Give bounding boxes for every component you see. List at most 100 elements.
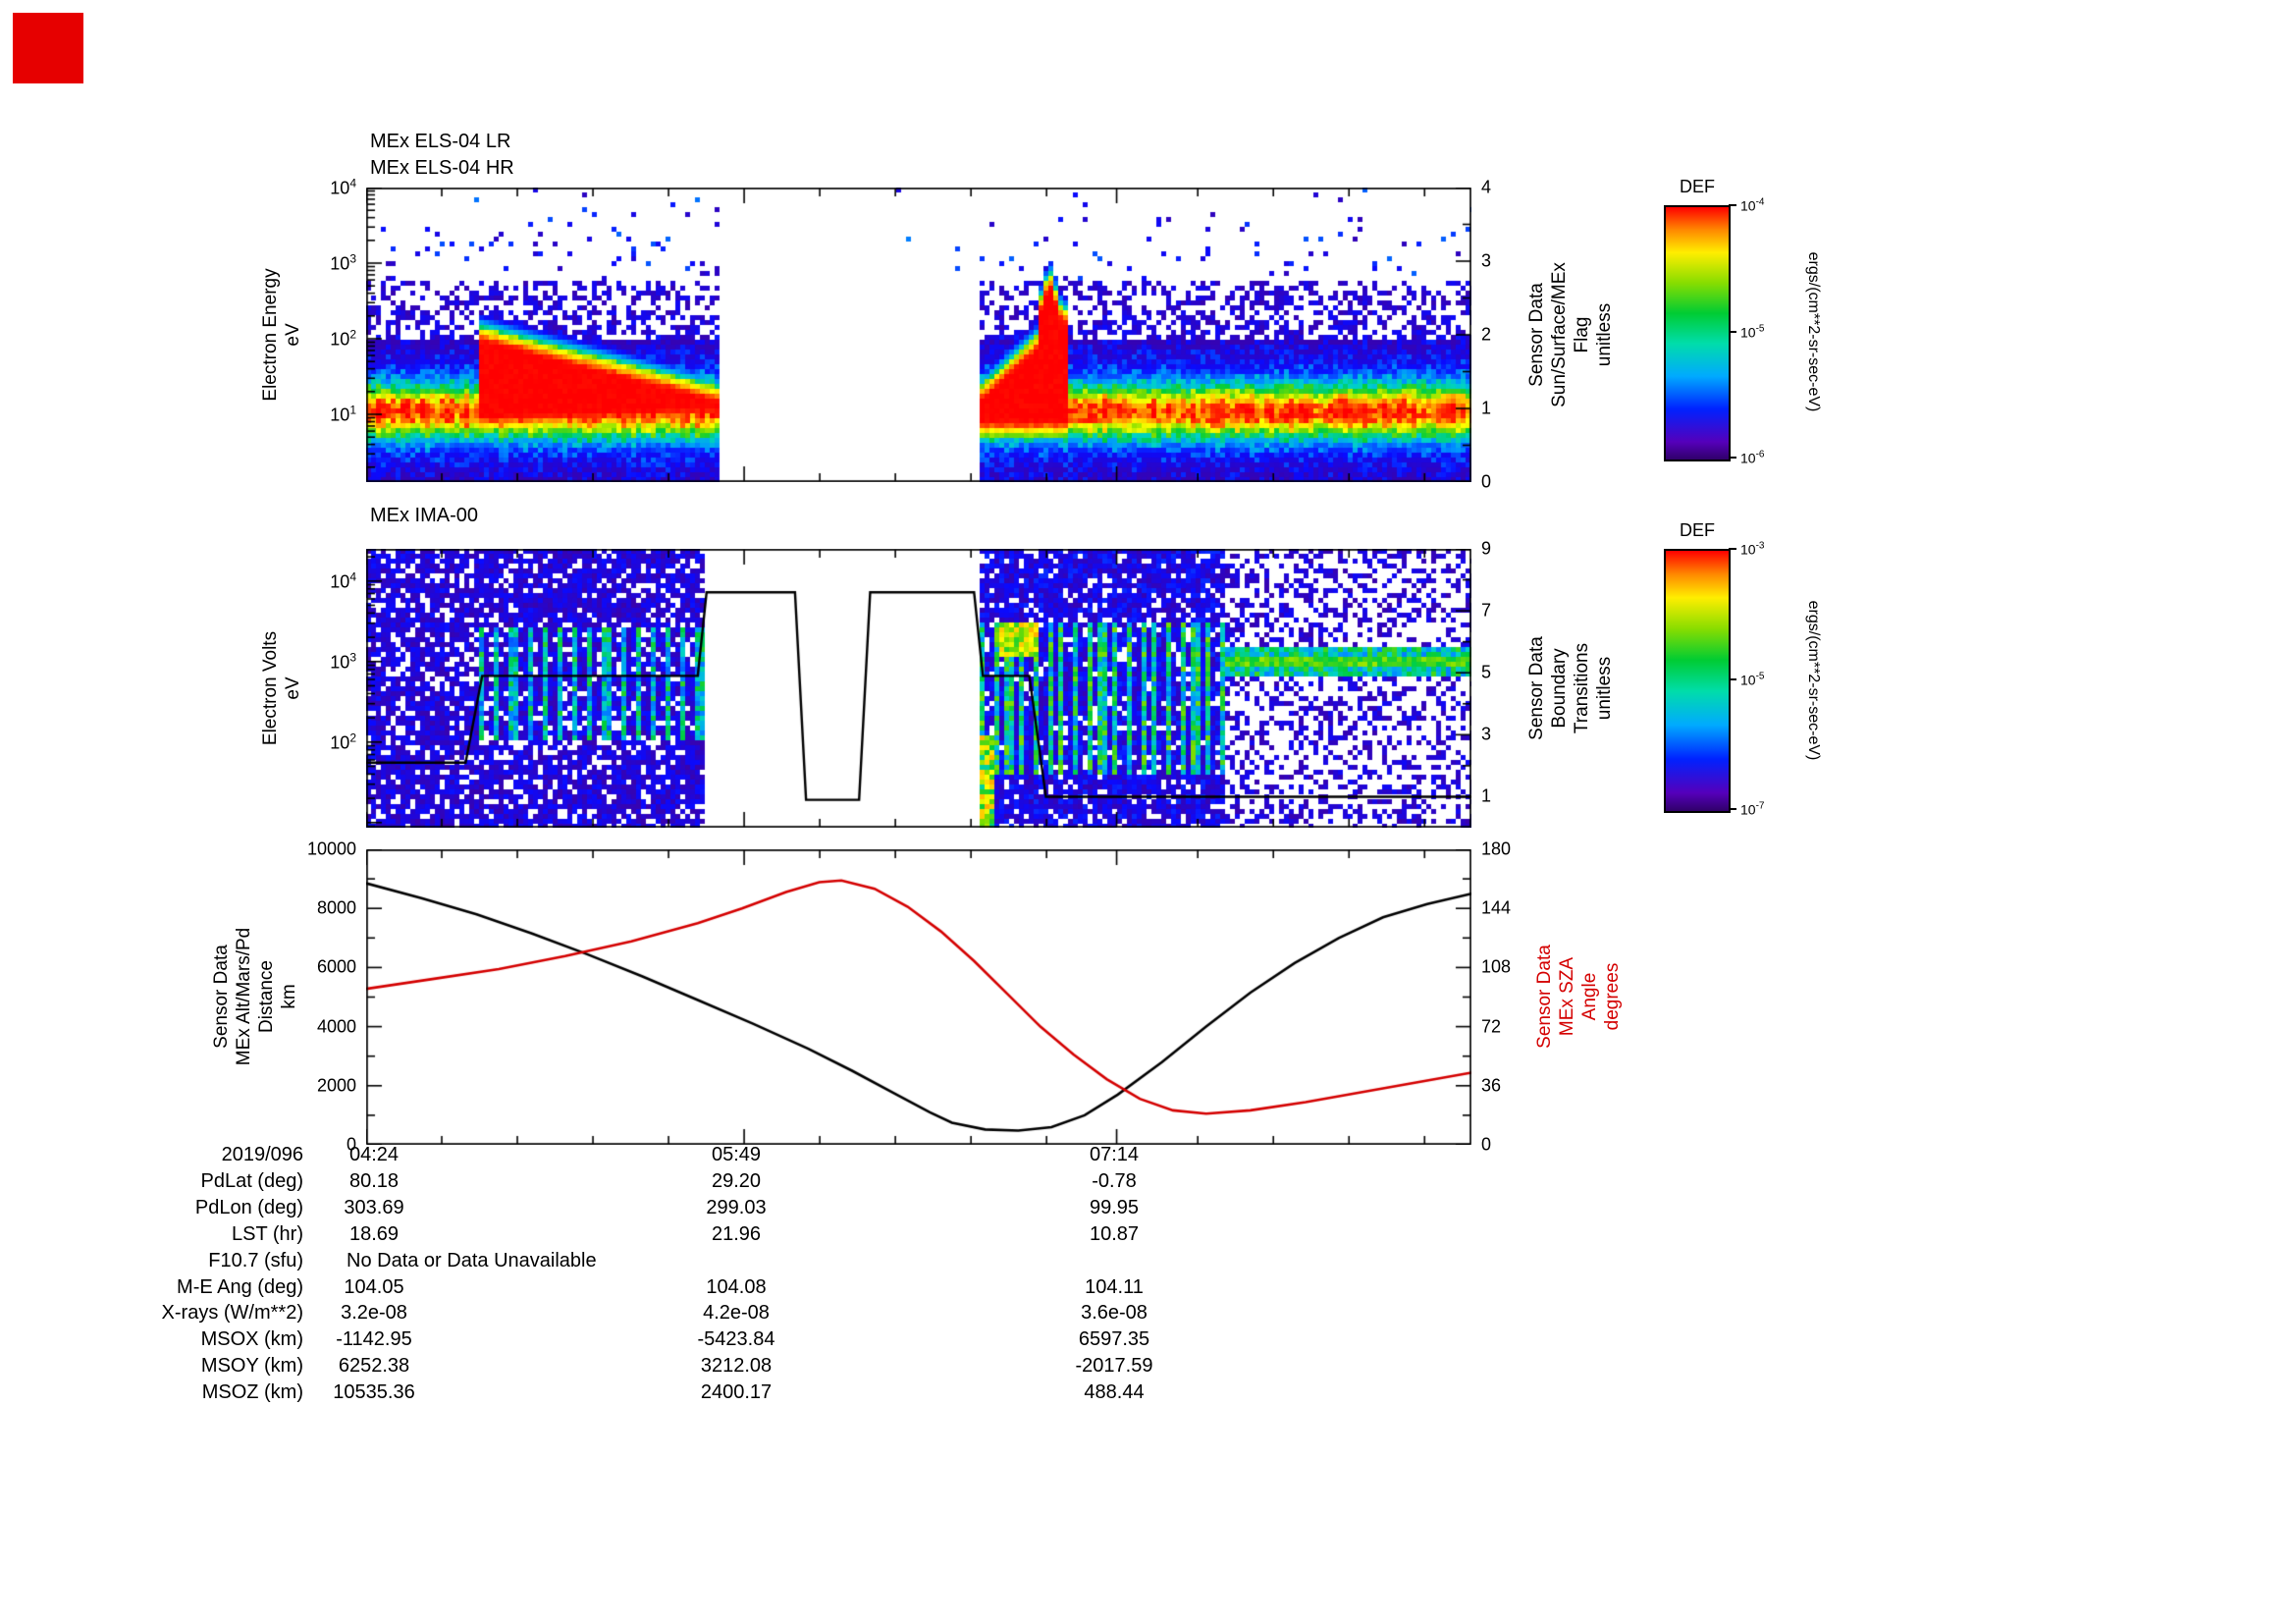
colorbar-tick-label: 10-4 bbox=[1740, 196, 1765, 214]
row-label: 2019/096 bbox=[221, 1144, 303, 1165]
row-value: -2017.59 bbox=[1075, 1355, 1153, 1378]
row-value: 80.18 bbox=[348, 1169, 400, 1192]
colorbar-tick-mark bbox=[1729, 457, 1736, 459]
colorbar-tick-mark bbox=[1729, 548, 1736, 550]
ima-title: MEx IMA-00 bbox=[370, 505, 479, 526]
colorbar2-unit-label: ergs/(cm**2-sr-sec-eV) bbox=[1805, 600, 1822, 761]
table-row: MSOX (km) -1142.95 -5423.84 6597.35 bbox=[0, 1328, 2296, 1354]
row-value: 10535.36 bbox=[333, 1381, 415, 1404]
row-label: MSOZ (km) bbox=[201, 1381, 303, 1404]
ima-spectrogram-canvas bbox=[366, 549, 1471, 828]
ima-right-tick-label: 3 bbox=[1481, 724, 1492, 744]
row-value: 104.11 bbox=[1085, 1275, 1144, 1298]
row-value: 29.20 bbox=[711, 1169, 762, 1192]
row-label: F10.7 (sfu) bbox=[208, 1249, 303, 1271]
colorbar-tick-label: 10-7 bbox=[1740, 800, 1765, 818]
els-title-line2: MEx ELS-04 HR bbox=[370, 157, 514, 179]
alt-right-tick-label: 72 bbox=[1481, 1016, 1502, 1037]
row-value: 2400.17 bbox=[700, 1381, 773, 1404]
row-value: 18.69 bbox=[348, 1222, 400, 1245]
table-row: M-E Ang (deg) 104.05 104.08 104.11 bbox=[0, 1276, 2296, 1302]
row-value: 4.2e-08 bbox=[703, 1302, 770, 1325]
colorbar-tick-mark bbox=[1729, 204, 1736, 206]
alt-right-axis-label: Sensor Data MEx SZA Angle degrees bbox=[1534, 945, 1623, 1049]
els-ytick-label: 101 bbox=[330, 403, 356, 425]
row-value: 07:14 bbox=[1089, 1144, 1140, 1165]
row-value: 303.69 bbox=[344, 1196, 404, 1218]
ima-right-tick-label: 7 bbox=[1481, 600, 1492, 621]
ima-ytick-label: 103 bbox=[330, 650, 356, 673]
row-value: 3.2e-08 bbox=[341, 1302, 407, 1325]
colorbar2 bbox=[1664, 549, 1731, 813]
row-value: 488.44 bbox=[1084, 1381, 1145, 1404]
row-value: 99.95 bbox=[1089, 1196, 1140, 1218]
els-right-tick-label: 0 bbox=[1481, 471, 1492, 492]
els-right-tick-label: 3 bbox=[1481, 250, 1492, 271]
colorbar-tick-label: 10-6 bbox=[1740, 449, 1765, 466]
row-label: MSOX (km) bbox=[200, 1328, 303, 1351]
row-label: MSOY (km) bbox=[200, 1355, 303, 1378]
row-label: PdLon (deg) bbox=[194, 1196, 303, 1218]
row-value: 3212.08 bbox=[700, 1355, 773, 1378]
table-row: PdLon (deg) 303.69 299.03 99.95 bbox=[0, 1197, 2296, 1222]
colorbar1-title: DEF bbox=[1680, 177, 1715, 196]
alt-left-tick-label: 10000 bbox=[306, 839, 356, 859]
els-right-tick-label: 2 bbox=[1481, 324, 1492, 345]
ima-ytick-label: 104 bbox=[330, 569, 356, 592]
row-value: 299.03 bbox=[706, 1196, 767, 1218]
ima-right-tick-label: 9 bbox=[1481, 538, 1492, 559]
row-value: 21.96 bbox=[711, 1222, 762, 1245]
colorbar-tick-label: 10-3 bbox=[1740, 540, 1765, 558]
row-value: 104.05 bbox=[344, 1275, 404, 1298]
row-label: M-E Ang (deg) bbox=[177, 1275, 303, 1298]
els-ytick-label: 104 bbox=[330, 176, 356, 198]
alt-left-tick-label: 0 bbox=[346, 1134, 356, 1155]
colorbar1-gradient bbox=[1666, 207, 1729, 460]
row-value: 10.87 bbox=[1089, 1222, 1140, 1245]
alt-right-tick-label: 36 bbox=[1481, 1075, 1502, 1096]
row-value: No Data or Data Unavailable bbox=[347, 1249, 597, 1271]
row-value: 05:49 bbox=[711, 1144, 762, 1165]
table-row: MSOZ (km) 10535.36 2400.17 488.44 bbox=[0, 1381, 2296, 1407]
alt-right-tick-label: 180 bbox=[1481, 839, 1512, 859]
colorbar-tick-mark bbox=[1729, 808, 1736, 810]
colorbar2-gradient bbox=[1666, 551, 1729, 811]
row-label: LST (hr) bbox=[232, 1222, 303, 1245]
table-row: 2019/096 04:24 05:49 07:14 bbox=[0, 1144, 2296, 1169]
alt-left-tick-label: 2000 bbox=[316, 1075, 356, 1096]
els-ytick-label: 102 bbox=[330, 327, 356, 350]
colorbar2-title: DEF bbox=[1680, 520, 1715, 540]
row-value: -5423.84 bbox=[697, 1328, 775, 1351]
colorbar-tick-label: 10-5 bbox=[1740, 671, 1765, 687]
els-right-tick-label: 4 bbox=[1481, 177, 1492, 197]
els-ytick-label: 103 bbox=[330, 251, 356, 274]
row-value: 104.08 bbox=[706, 1275, 767, 1298]
table-row: MSOY (km) 6252.38 3212.08 -2017.59 bbox=[0, 1355, 2296, 1380]
alt-left-tick-label: 6000 bbox=[316, 956, 356, 977]
alt-left-tick-label: 8000 bbox=[316, 897, 356, 918]
ima-right-tick-label: 1 bbox=[1481, 785, 1492, 806]
alt-right-tick-label: 0 bbox=[1481, 1134, 1492, 1155]
row-label: PdLat (deg) bbox=[200, 1169, 303, 1192]
els-right-axis-label: Sensor Data Sun/Surface/MEx Flag unitles… bbox=[1526, 262, 1615, 407]
alt-right-tick-label: 144 bbox=[1481, 897, 1512, 918]
els-spectrogram-canvas bbox=[366, 188, 1471, 482]
colorbar1-unit-label: ergs/(cm**2-sr-sec-eV) bbox=[1805, 251, 1822, 412]
colorbar-tick-label: 10-5 bbox=[1740, 323, 1765, 340]
table-row: X-rays (W/m**2) 3.2e-08 4.2e-08 3.6e-08 bbox=[0, 1302, 2296, 1327]
alt-right-tick-label: 108 bbox=[1481, 956, 1512, 977]
row-value: -0.78 bbox=[1092, 1169, 1137, 1192]
ima-y-axis-label: Electron Volts eV bbox=[260, 630, 303, 746]
row-value: 3.6e-08 bbox=[1081, 1302, 1148, 1325]
els-title-line1: MEx ELS-04 LR bbox=[370, 131, 511, 152]
colorbar1 bbox=[1664, 205, 1731, 461]
row-label: X-rays (W/m**2) bbox=[161, 1302, 303, 1325]
row-value: 6597.35 bbox=[1078, 1328, 1150, 1351]
ima-ytick-label: 102 bbox=[330, 730, 356, 753]
colorbar-tick-mark bbox=[1729, 330, 1736, 333]
ima-right-tick-label: 5 bbox=[1481, 662, 1492, 682]
corner-marker bbox=[13, 13, 83, 83]
row-value: 04:24 bbox=[348, 1144, 400, 1165]
row-value: -1142.95 bbox=[336, 1328, 412, 1351]
